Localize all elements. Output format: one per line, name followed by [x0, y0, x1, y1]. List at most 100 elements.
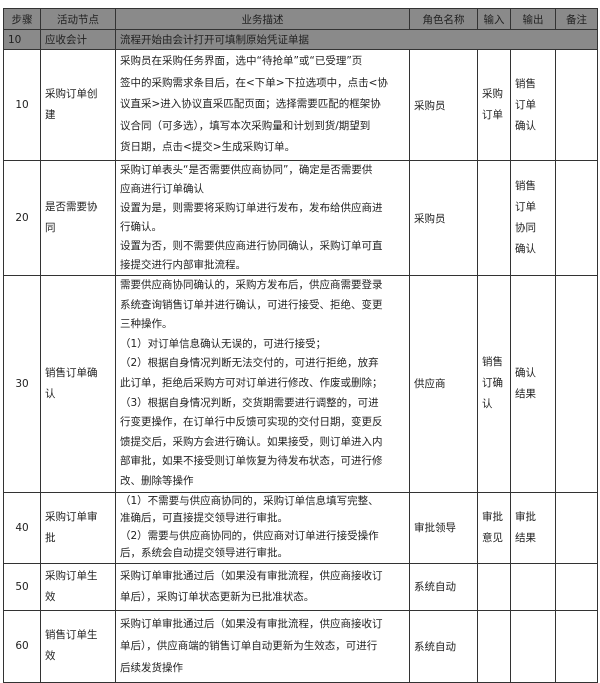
input-cell: [477, 160, 511, 276]
desc-line: （1）不需要与供应商协同的，采购订单信息填写完整、: [120, 494, 379, 507]
desc-line: 行变更操作，在订单行中反馈可实现的交付日期，变更反: [120, 416, 383, 429]
header-row: 步骤 活动节点 业务描述 角色名称 输入 输出 备注: [3, 8, 598, 30]
node-line: 效: [45, 650, 56, 663]
node-line: 认: [45, 387, 56, 400]
node-line: 同: [45, 222, 56, 234]
table-row: 30 销售订单确认需要供应商协同确认的，采购方发布后，供应商需要登录 系统查询销售订…: [3, 275, 598, 493]
desc-line: 馈提交后，采购方会进行确认。如果接受，则订单进入内: [120, 435, 383, 448]
desc-line: 接提交进行内部审批流程。: [120, 259, 246, 271]
node-cell: 销售订单生效: [40, 609, 116, 683]
table-row: 40 采购订单审批（1）不需要与供应商协同的，采购订单信息填写完整、 准确后，可直接…: [3, 491, 598, 564]
output-cell: 销售 订单 协同 确认: [510, 160, 556, 276]
note-cell: [555, 49, 598, 161]
desc-line: 系统查询销售订单并进行确认，可进行接受、拒绝、变更: [120, 298, 383, 311]
node-cell: 是否需要协同: [40, 160, 116, 276]
role-cell: 采购员: [409, 49, 478, 161]
desc-line: 改、删除等操作: [120, 474, 194, 487]
role-cell: 审批领导: [409, 491, 478, 564]
desc-line: 采购订单审批通过后（如果没有审批流程，供应商接收订: [120, 618, 383, 631]
output-cell: 审批 结果: [510, 491, 556, 564]
step-cell: 60: [3, 609, 41, 683]
output-cell: 确认 结果: [510, 275, 556, 493]
node-cell: 采购订单生效: [40, 562, 116, 611]
note-cell: [555, 609, 598, 683]
process-table: 步骤 活动节点 业务描述 角色名称 输入 输出 备注 10 应收会计 流程开始由…: [3, 8, 598, 683]
desc-line: 货日期，点击<提交>生成采购订单。: [120, 141, 296, 154]
desc-line: 单后），供应商端的销售订单自动更新为生效态，可进行: [120, 640, 378, 653]
input-line: 认: [482, 398, 493, 411]
role-cell: 系统自动: [409, 562, 478, 611]
section-step: 10: [3, 29, 41, 50]
table-row: 20 是否需要协同采购订单表头“是否需要供应商协同”，确定是否需要供 应商进行订单确…: [3, 160, 598, 276]
node-line: 是否需要协: [45, 201, 98, 213]
input-line: 销售: [482, 356, 503, 369]
node-cell: 销售订单确认: [40, 275, 116, 493]
table-row: 50 采购订单生效采购订单审批通过后（如果没有审批流程，供应商接收订 单后），采购订…: [3, 562, 598, 611]
desc-line: （3）根据自身情况判断，交货期需要进行调整的，可进: [120, 396, 379, 409]
output-line: 确认: [515, 366, 536, 379]
output-cell: [510, 562, 556, 611]
node-line: 采购订单生: [45, 569, 98, 582]
output-line: 协同: [515, 222, 536, 234]
desc-line: 准确后，可直接提交领导进行审批。: [120, 512, 288, 525]
node-cell: 采购订单审批: [40, 491, 116, 564]
input-line: 采购: [482, 88, 503, 100]
role-cell: 供应商: [409, 275, 478, 493]
section-row: 10 应收会计 流程开始由会计打开可填制原始凭证单据: [3, 29, 598, 50]
output-cell: 销售 订单 确认: [510, 49, 556, 161]
desc-cell: 采购订单审批通过后（如果没有审批流程，供应商接收订 单后），采购订单状态更新为已批…: [115, 562, 410, 611]
note-cell: [555, 160, 598, 276]
header-node: 活动节点: [40, 8, 116, 30]
desc-line: 签中的采购需求条目后，在<下单>下拉选项中，点击<协: [120, 76, 388, 89]
desc-line: 需要供应商协同确认的，采购方发布后，供应商需要登录: [120, 279, 383, 291]
desc-line: （1）对订单信息确认无误的，可进行接受；: [120, 337, 327, 350]
desc-cell: 采购订单审批通过后（如果没有审批流程，供应商接收订 单后），供应商端的销售订单自动…: [115, 609, 410, 683]
input-cell: [477, 609, 511, 683]
input-cell: 销售 订确认: [477, 275, 511, 493]
desc-line: 议合同（可多选），填写本次采购量和计划到货/期望到: [120, 119, 371, 132]
desc-line: 后续发货操作: [120, 662, 183, 675]
output-line: 确认: [515, 119, 536, 132]
section-desc: 流程开始由会计打开可填制原始凭证单据: [115, 29, 598, 50]
node-cell: 采购订单创建: [40, 49, 116, 161]
step-cell: 40: [3, 491, 41, 564]
header-role: 角色名称: [409, 8, 478, 30]
desc-line: 行确认。: [120, 221, 162, 233]
role-cell: 系统自动: [409, 609, 478, 683]
step-cell: 30: [3, 275, 41, 493]
node-line: 采购订单创: [45, 88, 98, 100]
desc-line: 采购订单审批通过后（如果没有审批流程，供应商接收订: [120, 569, 383, 582]
output-line: 销售: [515, 180, 536, 192]
input-cell: [477, 562, 511, 611]
note-cell: [555, 562, 598, 611]
desc-line: 采购员在采购任务界面，选中“待抢单”或“已受理”页: [120, 55, 363, 68]
node-line: 批: [45, 531, 56, 544]
note-cell: [555, 491, 598, 564]
node-line: 采购订单审: [45, 510, 98, 523]
desc-line: 部审批，如果不接受则订单恢复为待发布状态，可进行修: [120, 455, 383, 468]
output-line: 结果: [515, 531, 536, 544]
desc-cell: （1）不需要与供应商协同的，采购订单信息填写完整、 准确后，可直接提交领导进行审批…: [115, 491, 410, 564]
input-cell: 采购 订单: [477, 49, 511, 161]
desc-line: 应商进行订单确认: [120, 183, 204, 195]
table-row: 10 采购订单创建采购员在采购任务界面，选中“待抢单”或“已受理”页 签中的采购需求…: [3, 49, 598, 161]
desc-line: 单后），采购订单状态更新为已批准状态。: [120, 590, 315, 603]
node-line: 销售订单生: [45, 629, 98, 642]
node-line: 建: [45, 109, 56, 121]
header-step: 步骤: [3, 8, 41, 30]
desc-line: 议直采>进入协议直采匹配页面；选择需要匹配的框架协: [120, 98, 381, 111]
input-line: 订单: [482, 109, 503, 121]
desc-line: 采购订单表头“是否需要供应商协同”，确定是否需要供: [120, 164, 373, 176]
node-line: 效: [45, 590, 56, 603]
section-node: 应收会计: [40, 29, 116, 50]
desc-cell: 采购员在采购任务界面，选中“待抢单”或“已受理”页签中的采购需求条目后，在<下单…: [115, 49, 410, 161]
input-line: 订确: [482, 377, 503, 390]
desc-line: 后，系统会自动提交领导进行审批。: [120, 547, 288, 560]
node-line: 销售订单确: [45, 366, 98, 379]
desc-line: （2）需要与供应商协同的，供应商对订单进行接受操作: [120, 529, 379, 542]
header-desc: 业务描述: [115, 8, 410, 30]
table-row: 60 销售订单生效采购订单审批通过后（如果没有审批流程，供应商接收订 单后），供应商…: [3, 609, 598, 683]
input-line: 审批: [482, 510, 503, 523]
output-line: 订单: [515, 98, 536, 111]
desc-line: 此订单，拒绝后采购方可对订单进行修改、作废或删除；: [120, 376, 383, 389]
